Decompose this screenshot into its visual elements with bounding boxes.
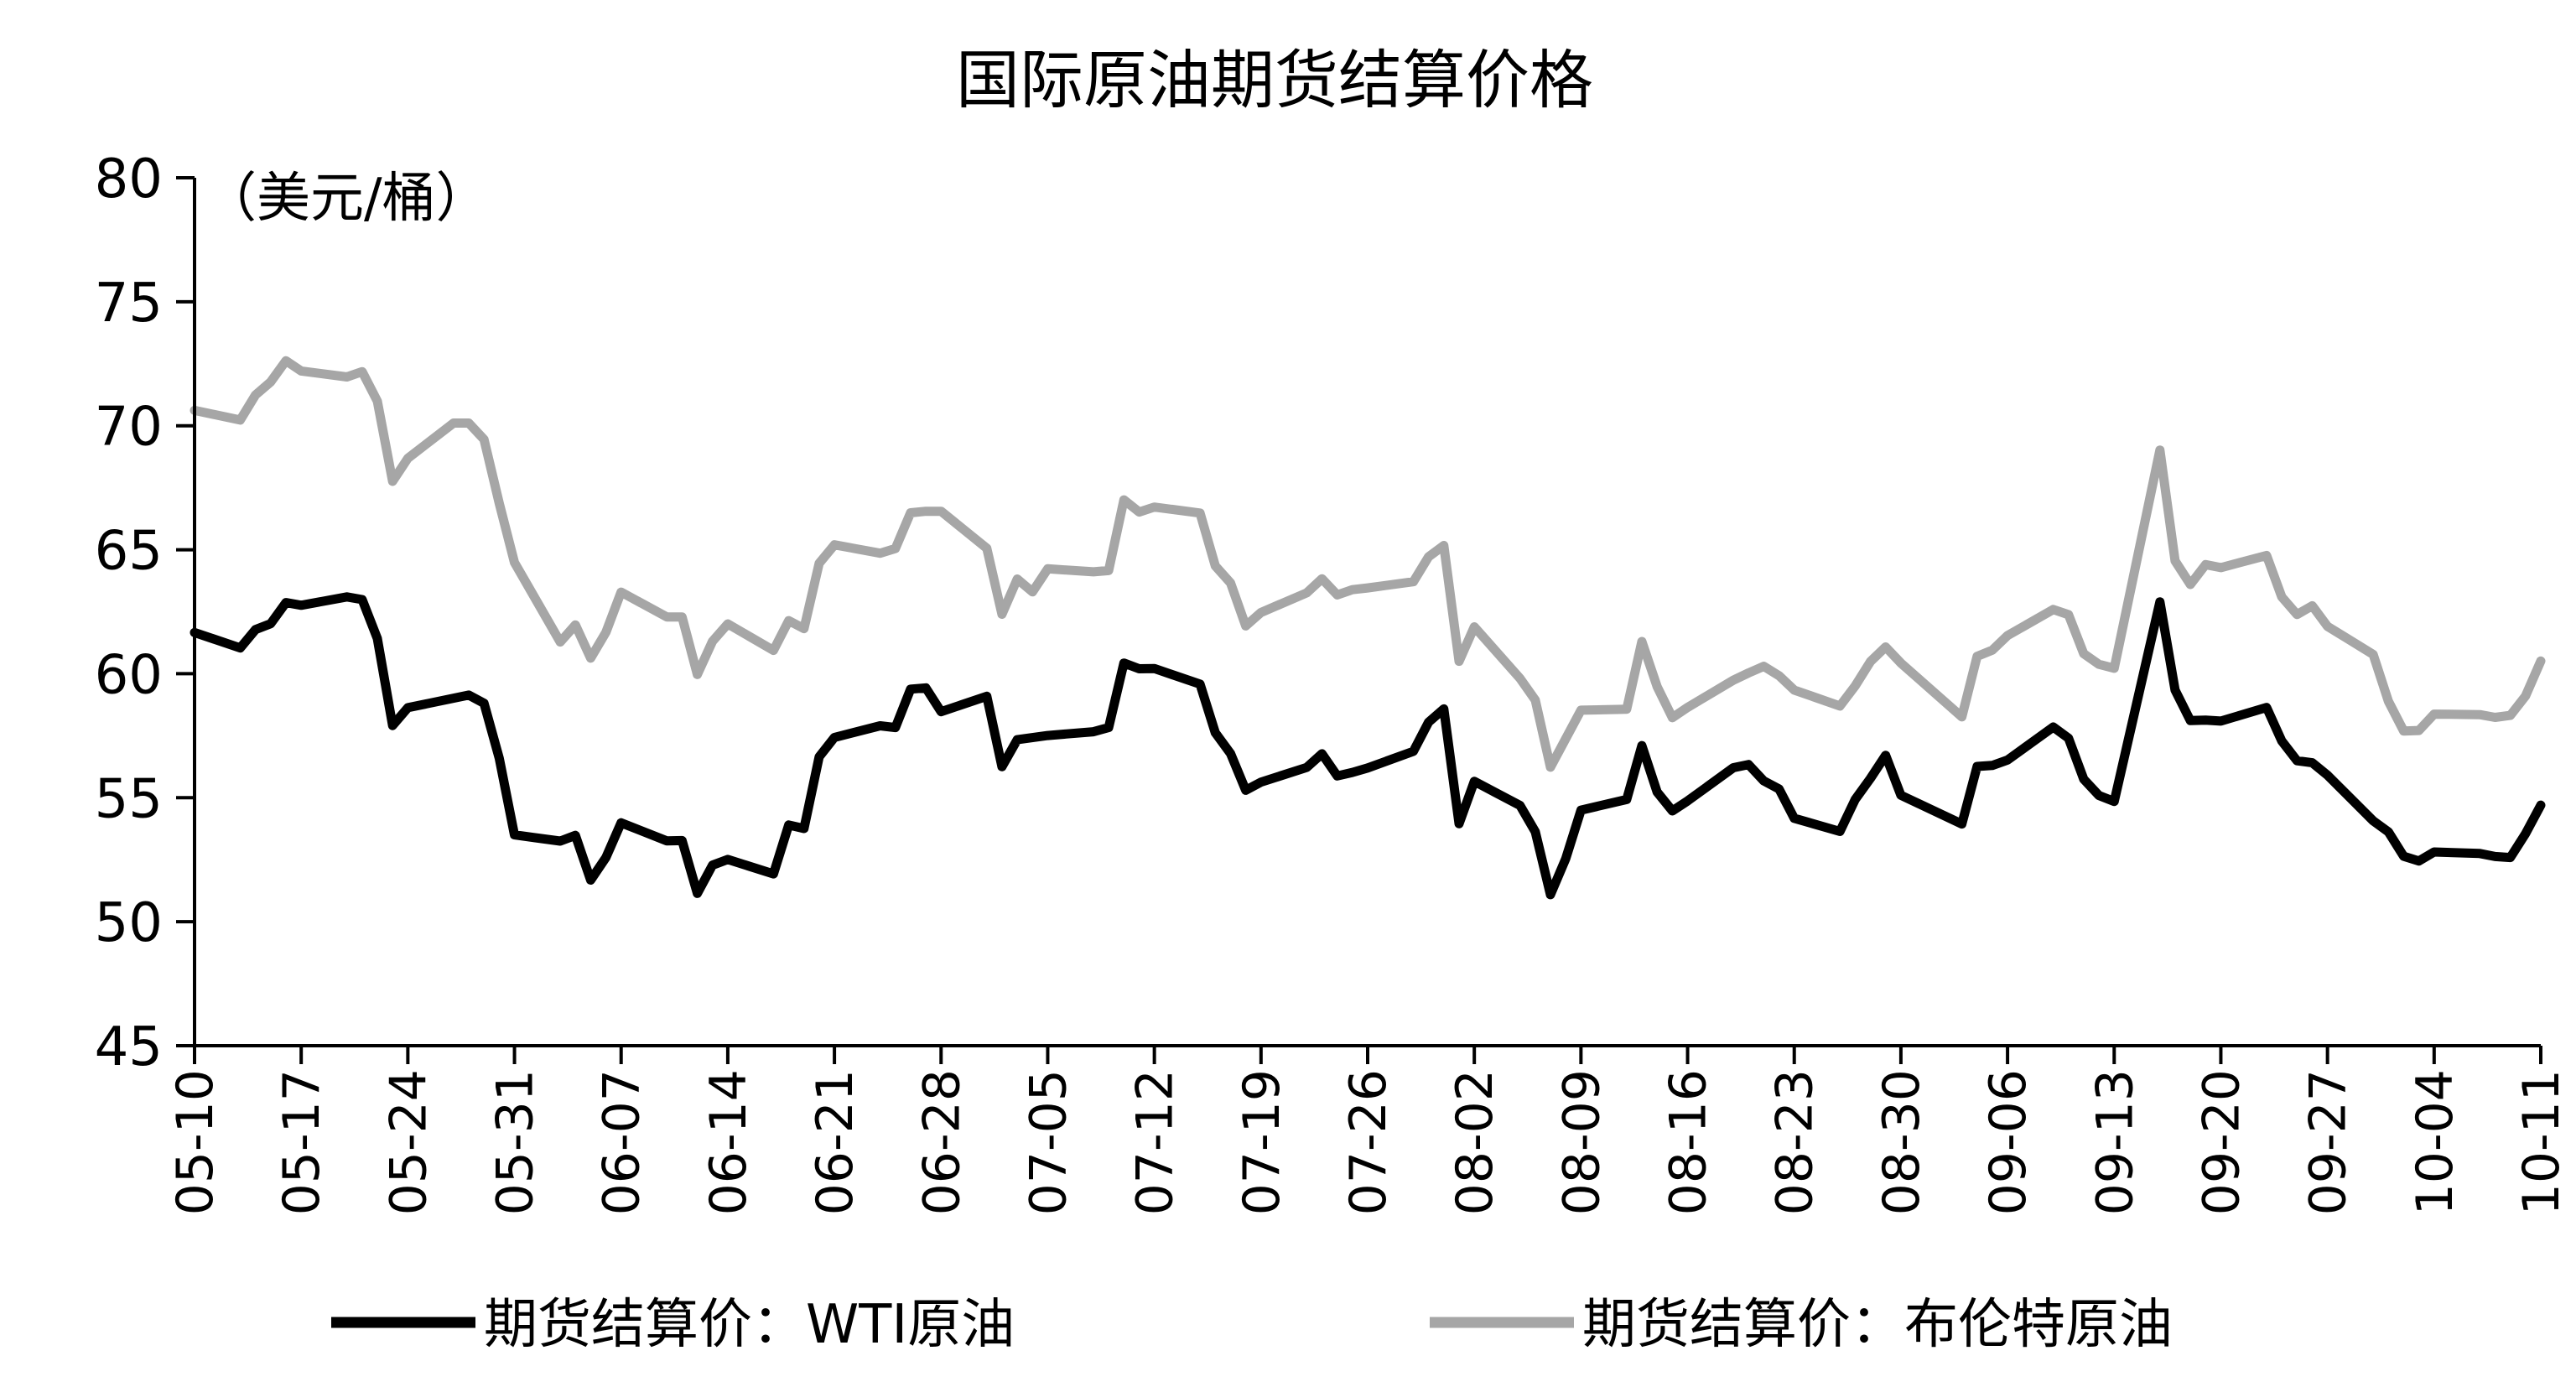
brent-line: [190, 356, 2546, 772]
legend-label-wti: 期货结算价：WTI原油: [484, 1294, 1015, 1356]
y-tick-label: 45: [95, 1016, 163, 1078]
x-tick-label: 07-12: [1126, 1069, 1185, 1215]
x-tick-label: 06-21: [806, 1069, 865, 1215]
x-axis-ticks: 05-10 05-17 05-24 05-31 06-07 06-14 06-21 06-28…: [166, 1046, 2571, 1215]
x-tick-label: 10-04: [2406, 1069, 2464, 1215]
x-tick-label: 05-10: [166, 1069, 225, 1215]
x-tick-label: 05-24: [379, 1069, 438, 1215]
y-axis-ticks: 45 50 55 60 65 70 75 80: [95, 148, 195, 1078]
x-tick-label: 08-30: [1872, 1069, 1931, 1215]
y-tick-label: 65: [95, 521, 163, 583]
y-tick-label: 80: [95, 148, 163, 210]
y-axis-unit-label: （美元/桶）: [203, 168, 490, 230]
x-tick-label: 08-23: [1766, 1069, 1825, 1215]
y-tick-label: 50: [95, 892, 163, 954]
legend: 期货结算价：WTI原油 期货结算价：布伦特原油: [331, 1294, 2173, 1356]
axes: [193, 178, 2541, 1047]
x-tick-label: 05-17: [273, 1069, 331, 1215]
x-tick-label: 06-14: [699, 1069, 758, 1215]
x-tick-label: 05-31: [486, 1069, 545, 1215]
x-tick-label: 07-26: [1339, 1069, 1398, 1215]
x-tick-label: 09-20: [2192, 1069, 2251, 1215]
legend-label-brent: 期货结算价：布伦特原油: [1582, 1294, 2173, 1356]
y-tick-label: 75: [95, 273, 163, 335]
x-tick-label: 07-05: [1019, 1069, 1078, 1215]
x-tick-label: 10-11: [2512, 1069, 2571, 1215]
x-tick-label: 06-28: [912, 1069, 971, 1215]
x-tick-label: 08-09: [1552, 1069, 1611, 1215]
y-tick-label: 60: [95, 644, 163, 706]
wti-line: [190, 592, 2546, 900]
series-lines: [190, 356, 2546, 900]
y-tick-label: 70: [95, 397, 163, 459]
x-tick-label: 08-16: [1659, 1069, 1718, 1215]
x-tick-label: 09-06: [1979, 1069, 2038, 1215]
x-tick-label: 09-13: [2085, 1069, 2144, 1215]
x-tick-label: 08-02: [1446, 1069, 1504, 1215]
x-tick-label: 06-07: [593, 1069, 652, 1215]
x-tick-label: 07-19: [1233, 1069, 1291, 1215]
x-tick-label: 09-27: [2299, 1069, 2358, 1215]
y-tick-label: 55: [95, 768, 163, 830]
chart-title: 国际原油期货结算价格: [956, 43, 1593, 117]
